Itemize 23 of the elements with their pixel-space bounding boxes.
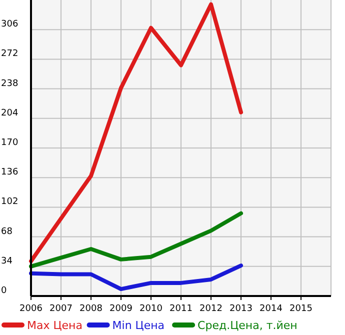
y-tick-label: 102 (1, 197, 18, 208)
legend-label: Max Цена (27, 319, 82, 332)
y-tick-label: 34 (1, 256, 13, 266)
x-tick-label: 2008 (80, 304, 103, 314)
x-tick-label: 2013 (230, 304, 252, 314)
x-tick-label: 2007 (50, 304, 72, 314)
y-tick-label: 136 (1, 168, 18, 178)
y-tick-label: 238 (1, 78, 18, 89)
x-tick-label: 2009 (110, 304, 133, 314)
x-tick-label: 2014 (260, 304, 283, 314)
x-tick-label: 2011 (170, 304, 192, 314)
x-tick-label: 2006 (20, 304, 43, 314)
x-tick-label: 2015 (290, 304, 312, 314)
y-tick-label: 204 (1, 108, 18, 118)
x-tick-label: 2012 (200, 304, 222, 314)
legend-label: Сред.Цена, т.йен (198, 319, 298, 332)
x-tick-label: 2010 (140, 304, 163, 314)
legend-label: Min Цена (112, 319, 165, 332)
y-tick-label: 272 (1, 49, 18, 60)
y-tick-label: 68 (1, 226, 13, 237)
y-tick-label: 0 (1, 286, 7, 296)
y-tick-label: 306 (1, 20, 18, 30)
y-tick-label: 170 (1, 138, 18, 148)
